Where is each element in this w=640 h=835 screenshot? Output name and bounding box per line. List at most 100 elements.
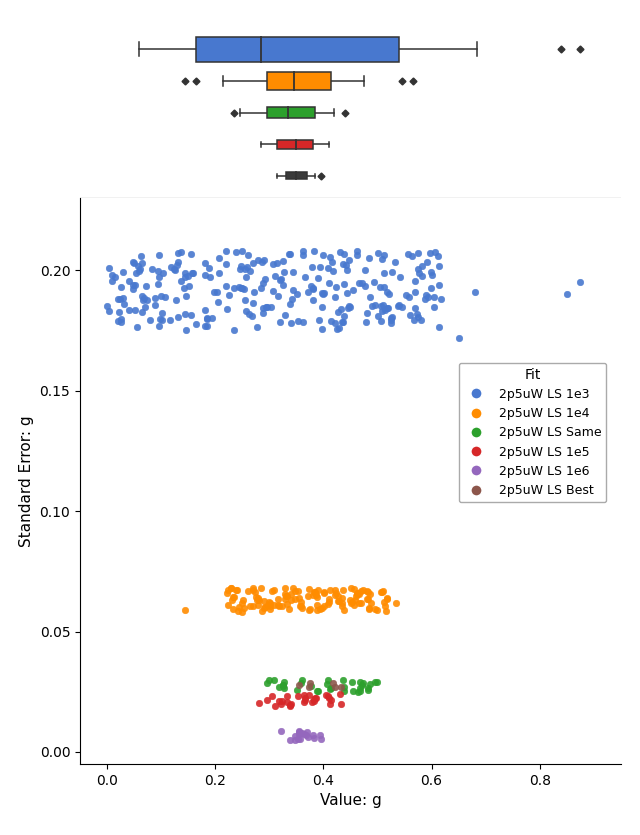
Point: [113, 292, 123, 306]
Point: [130, 279, 140, 292]
Point: [294, 726, 304, 740]
Point: [275, 315, 285, 328]
Point: [276, 697, 286, 711]
Point: [338, 674, 348, 687]
Point: [285, 594, 296, 607]
Point: [338, 257, 348, 271]
Point: [124, 303, 134, 316]
Point: [296, 595, 307, 609]
Point: [310, 691, 320, 705]
Point: [104, 261, 115, 275]
Point: [312, 684, 322, 697]
Point: [202, 312, 212, 326]
Point: [423, 291, 433, 304]
Point: [360, 279, 371, 292]
Point: [187, 266, 197, 280]
Point: [280, 308, 291, 321]
Point: [252, 591, 262, 605]
Point: [379, 280, 389, 293]
Point: [118, 291, 128, 304]
Point: [284, 247, 294, 261]
Point: [404, 291, 414, 304]
Point: [257, 281, 267, 295]
Point: [314, 314, 324, 327]
Point: [335, 245, 345, 259]
Point: [291, 683, 301, 696]
Point: [394, 298, 404, 311]
Point: [339, 684, 349, 697]
Point: [413, 262, 424, 276]
Point: [290, 584, 300, 598]
Point: [247, 310, 257, 323]
Point: [416, 313, 426, 326]
Point: [337, 316, 347, 329]
Point: [365, 678, 375, 691]
Point: [308, 293, 318, 306]
Point: [288, 266, 298, 279]
Point: [250, 585, 260, 599]
Point: [136, 249, 146, 262]
Point: [371, 298, 381, 311]
Point: [244, 308, 254, 321]
Point: [377, 252, 387, 266]
Point: [272, 256, 282, 270]
Point: [384, 287, 394, 301]
Point: [417, 269, 428, 282]
Point: [264, 595, 274, 609]
Point: [200, 320, 210, 333]
Point: [202, 319, 212, 332]
Point: [200, 256, 211, 270]
Point: [346, 582, 356, 595]
Point: [339, 277, 349, 291]
Point: [269, 270, 280, 283]
Point: [364, 683, 374, 696]
Point: [240, 294, 250, 307]
Point: [328, 676, 339, 690]
Point: [304, 680, 314, 693]
Point: [312, 590, 323, 604]
Point: [348, 685, 358, 698]
Point: [410, 301, 420, 314]
Point: [309, 692, 319, 706]
Point: [562, 287, 572, 301]
Point: [172, 258, 182, 271]
Point: [282, 597, 292, 610]
Point: [209, 286, 219, 299]
Point: [273, 289, 283, 302]
Point: [279, 681, 289, 695]
Point: [281, 590, 291, 603]
Point: [324, 691, 334, 705]
Point: [236, 281, 246, 295]
Point: [158, 266, 168, 280]
Point: [349, 594, 360, 607]
Point: [327, 256, 337, 269]
Point: [344, 299, 354, 312]
Point: [292, 315, 303, 328]
Point: [363, 593, 373, 606]
Point: [145, 313, 155, 326]
Point: [348, 583, 358, 596]
Point: [325, 698, 335, 711]
Point: [294, 724, 304, 737]
Point: [236, 259, 246, 272]
Point: [304, 688, 314, 701]
Point: [307, 589, 317, 602]
Point: [253, 696, 264, 710]
Point: [282, 696, 292, 709]
Point: [252, 321, 262, 334]
Point: [339, 309, 349, 322]
Point: [315, 728, 325, 741]
Point: [180, 603, 191, 616]
Point: [237, 597, 247, 610]
Point: [333, 306, 343, 319]
Point: [191, 317, 201, 331]
Point: [258, 276, 268, 290]
Point: [269, 699, 280, 712]
Point: [333, 589, 343, 602]
Point: [180, 266, 190, 280]
Point: [323, 673, 333, 686]
Point: [316, 260, 326, 273]
Point: [425, 246, 435, 260]
Bar: [267, 107, 316, 118]
Point: [221, 302, 232, 316]
